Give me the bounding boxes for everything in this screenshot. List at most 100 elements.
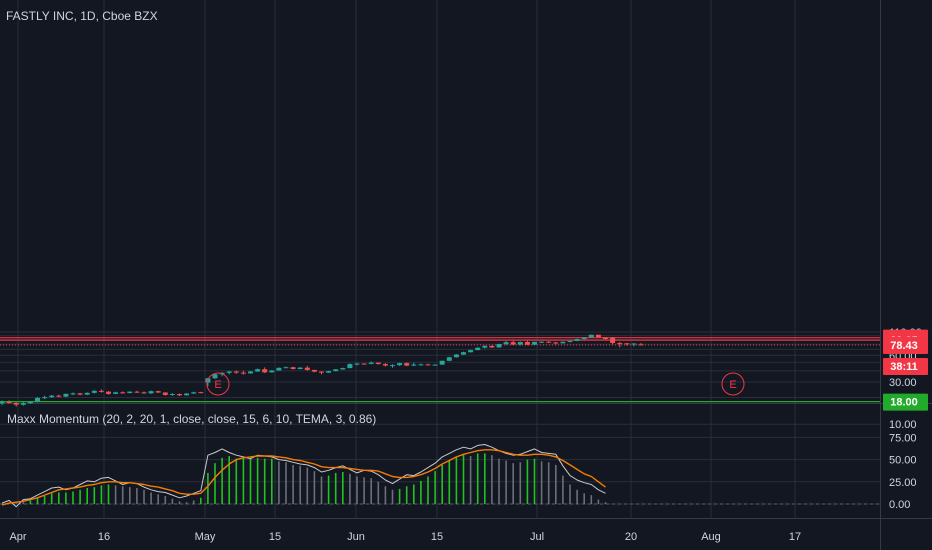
- time-tick-label: Aug: [701, 531, 721, 543]
- candle-body: [390, 365, 395, 367]
- candle-body: [574, 339, 580, 341]
- candle-body: [439, 360, 445, 365]
- candle-body: [106, 391, 111, 394]
- candle-body: [404, 363, 410, 366]
- candle-body: [468, 350, 474, 353]
- candle-body: [56, 395, 62, 397]
- candle-body: [553, 342, 559, 344]
- candle-body: [290, 367, 296, 370]
- price-tick-label: 30.00: [889, 377, 917, 389]
- time-tick-label: 20: [625, 531, 637, 543]
- candle-body: [546, 341, 552, 343]
- signal-line: [1, 449, 606, 506]
- candle-body: [212, 374, 218, 379]
- time-tick-label: 15: [269, 531, 281, 543]
- earnings-marker: E: [206, 372, 230, 396]
- candle-body: [581, 337, 587, 340]
- candle-body: [84, 392, 90, 395]
- candle-body: [617, 342, 623, 344]
- candle-body: [283, 367, 289, 369]
- candle-body: [169, 394, 175, 396]
- candle-body: [240, 372, 246, 374]
- bar-countdown-label-bg: [883, 358, 928, 376]
- time-tick-label: Jul: [530, 531, 544, 543]
- candle-body: [347, 364, 353, 369]
- candle-body: [70, 393, 76, 395]
- candle-body: [319, 371, 324, 373]
- indicator-tick-label: 75.00: [889, 432, 917, 444]
- candle-body: [233, 371, 239, 373]
- candlestick-series: [0, 334, 644, 407]
- earnings-circle: [721, 372, 745, 396]
- candle-body: [411, 364, 417, 366]
- candle-body: [127, 391, 133, 394]
- candle-body: [248, 371, 253, 374]
- candle-body: [155, 391, 161, 393]
- candle-body: [354, 363, 360, 365]
- candle-body: [148, 391, 154, 394]
- candle-body: [98, 390, 104, 392]
- earnings-label: E: [214, 379, 221, 391]
- time-tick-label: 15: [431, 531, 443, 543]
- candle-body: [446, 357, 452, 361]
- candle-body: [326, 371, 332, 373]
- indicator-tick-label: 25.00: [889, 477, 917, 489]
- indicator-title[interactable]: Maxx Momentum (20, 2, 20, 1, close, clos…: [7, 412, 377, 426]
- candle-body: [6, 402, 12, 404]
- candle-body: [27, 402, 33, 404]
- candle-body: [603, 337, 608, 340]
- candle-body: [397, 363, 403, 366]
- candle-body: [297, 367, 303, 370]
- candle-body: [340, 368, 346, 370]
- candle-body: [368, 362, 374, 364]
- candle-body: [226, 371, 232, 373]
- support-price-label-bg: [883, 393, 928, 411]
- candle-body: [162, 392, 168, 395]
- candle-body: [482, 345, 488, 348]
- support-price-label: 18.00: [883, 393, 928, 411]
- candle-body: [77, 393, 83, 395]
- indicator-tick-label: 0.00: [889, 499, 910, 511]
- candle-body: [20, 403, 26, 405]
- candle-body: [262, 369, 268, 373]
- candle-body: [475, 347, 481, 351]
- candle-body: [517, 341, 523, 345]
- candle-body: [524, 341, 530, 345]
- last-price-label-bg: [883, 337, 928, 355]
- candle-body: [120, 392, 126, 394]
- candle-body: [191, 392, 197, 394]
- price-tick-label: 10.00: [889, 419, 917, 431]
- candle-body: [496, 344, 502, 348]
- earnings-circle: [206, 372, 230, 396]
- indicator-tick-label: 50.00: [889, 455, 917, 467]
- candle-body: [532, 341, 537, 345]
- time-tick-label: 16: [98, 531, 110, 543]
- candle-body: [461, 352, 466, 355]
- time-axis[interactable]: Apr 16 May 15 Jun 15 Jul 20 Aug 17: [9, 531, 801, 543]
- last-price-label: 78.43: [883, 337, 928, 355]
- candle-body: [638, 344, 644, 346]
- candle-body: [375, 362, 381, 365]
- candle-body: [560, 341, 566, 344]
- candle-body: [35, 397, 40, 402]
- candle-body: [631, 343, 637, 345]
- time-tick-label: 17: [789, 531, 801, 543]
- bar-countdown-label: 38:11: [883, 358, 928, 376]
- candle-body: [177, 394, 182, 396]
- candle-body: [610, 337, 616, 343]
- candle-body: [503, 342, 509, 345]
- candle-body: [91, 390, 97, 393]
- time-tick-label: May: [195, 531, 216, 543]
- support-price-label-text: 18.00: [890, 397, 918, 409]
- candle-body: [624, 343, 630, 345]
- candle-body: [42, 397, 48, 399]
- candle-body: [418, 364, 424, 366]
- momentum-indicator: [0, 444, 880, 508]
- candle-body: [134, 391, 140, 393]
- candle-body: [304, 367, 310, 370]
- symbol-title[interactable]: FASTLY INC, 1D, Cboe BZX: [6, 9, 158, 23]
